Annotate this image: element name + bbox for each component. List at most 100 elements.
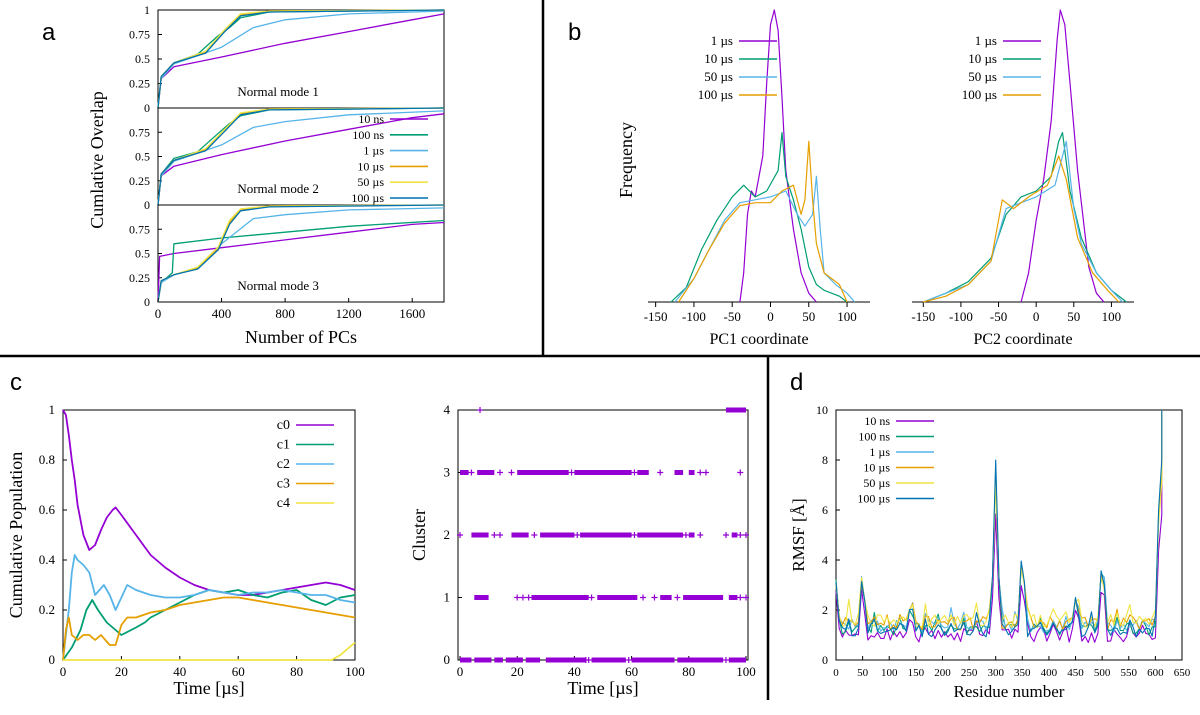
panel-d-xtick-label: 400 [1041, 667, 1058, 679]
panel-a-series-1-µs [157, 10, 445, 109]
panel-d-ytick-label: 2 [822, 603, 828, 617]
legend-label-a-0: 10 ns [358, 112, 384, 126]
panel-a-ytick-label: 0.5 [135, 247, 150, 261]
panel-b-xlabel: PC1 coordinate [709, 331, 808, 348]
panel-a-xtick-label: 800 [275, 306, 295, 321]
panel-d-xtick-label: 250 [961, 667, 978, 679]
cluster-3-point [737, 469, 744, 476]
panel-b-xtick-label: -150 [644, 309, 668, 324]
cluster-1-point [737, 594, 744, 601]
panel-d-xtick-label: 650 [1174, 667, 1191, 679]
panel-d-series-10-ns [835, 410, 1163, 644]
panel-d-xtick-label: 600 [1147, 667, 1164, 679]
cluster-1-point [525, 594, 532, 601]
panel-a-xtick-label: 1200 [336, 306, 362, 321]
cluster-1-point [588, 594, 595, 601]
panel-b-ylabel: Frequency [616, 122, 636, 198]
panel-b-series-10-µs [670, 132, 848, 303]
cluster-3-point [568, 469, 575, 476]
panel-b-series-1-µs [739, 9, 817, 303]
panel-b-series-50-µs [923, 140, 1124, 303]
legend-label-a-3: 10 µs [357, 159, 384, 173]
cluster-3-point [702, 469, 709, 476]
panel-c-cluster-xtick-label: 60 [625, 664, 638, 679]
panel-d-xtick-label: 0 [833, 667, 839, 679]
panel-c-xtick-label: 80 [290, 664, 303, 679]
cluster-2-point [491, 532, 498, 538]
cluster-2-point [497, 532, 504, 538]
panel-b-xtick-label: -50 [990, 309, 1007, 324]
panel-a-subplot-2: 0 0.25 0.5 0.75 Normal mode 2 [129, 107, 445, 212]
cluster-0-point [585, 657, 592, 663]
panel-c-cluster-ytick-label: 4 [444, 402, 451, 417]
cluster-1-point [514, 594, 521, 601]
cluster-3-point [631, 469, 638, 476]
panel-a-ytick-label: 0 [144, 101, 150, 115]
panel-d-ytick-label: 8 [822, 453, 828, 467]
legend-label-d-0: 10 ns [864, 414, 890, 428]
panel-d-xtick-label: 150 [908, 667, 925, 679]
panel-c-series-c1 [62, 589, 356, 661]
legend-label-b0-1: 10 µs [704, 51, 733, 66]
cluster-0-point [625, 657, 632, 663]
panel-a-xtick-label: 400 [212, 306, 232, 321]
panel-a: 0 0.25 0.5 0.75 1 Normal mode 1 0 0.25 0.5 0.75 No… [87, 3, 445, 347]
panel-d-ytick-label: 4 [822, 553, 828, 567]
cluster-3-point [657, 469, 664, 476]
panel-d-xtick-label: 300 [987, 667, 1004, 679]
legend-label-d-2: 1 µs [869, 445, 890, 459]
panel-b-series-100-µs [923, 155, 1120, 303]
panel-a-xlabel: Number of PCs [245, 327, 357, 347]
legend-label-b0-2: 50 µs [704, 69, 733, 84]
panel-b-xtick-label: 100 [837, 309, 857, 324]
panel-b-xtick-label: 0 [1033, 309, 1040, 324]
cluster-3-point [497, 469, 504, 476]
panel-b-xtick-label: 50 [802, 309, 815, 324]
panel-b-xtick-label: -50 [724, 309, 741, 324]
cluster-1-point [743, 594, 749, 601]
panel-d-xtick-label: 50 [857, 667, 869, 679]
legend-label-c-1: c1 [277, 438, 290, 453]
cluster-2-point [631, 532, 638, 538]
panel-a-ytick-label: 0.5 [135, 150, 150, 164]
legend-label-b1-2: 50 µs [968, 69, 997, 84]
panel-a-series-100-µs [157, 9, 445, 109]
panel-b-xtick-label: 100 [1102, 309, 1122, 324]
panel-c-cluster-ylabel: Cluster [409, 509, 429, 561]
panel-c-xtick-label: 100 [345, 664, 365, 679]
cluster-1-point [519, 594, 526, 601]
panel-c-ytick-label: 0.8 [39, 452, 55, 467]
cluster-1-point [651, 594, 658, 601]
panel-letter-a: a [42, 19, 56, 46]
cluster-2-point [743, 532, 749, 538]
panel-d-xtick-label: 550 [1121, 667, 1138, 679]
cluster-2-point [737, 532, 744, 538]
legend-label-a-5: 100 µs [351, 191, 384, 205]
panel-d-xtick-label: 100 [881, 667, 898, 679]
panel-a-ytick-label: 0.25 [129, 271, 150, 285]
legend-label-c-4: c4 [277, 496, 290, 511]
panel-a-ytick-label: 0.25 [129, 174, 150, 188]
panel-d-frame [835, 409, 1183, 661]
panel-a-annotation: Normal mode 1 [237, 84, 319, 99]
cluster-2-point [722, 532, 729, 538]
panel-c-xtick-label: 60 [232, 664, 245, 679]
panel-c-ytick-label: 0.2 [39, 602, 55, 617]
legend-label-a-1: 100 ns [352, 128, 384, 142]
cluster-3-point [508, 469, 515, 476]
legend-label-b1-0: 1 µs [975, 33, 997, 48]
panel-a-ytick-label: 0.75 [129, 125, 150, 139]
panel-d-xtick-label: 200 [934, 667, 951, 679]
panel-a-ylabel: Cumlative Overlap [87, 91, 107, 228]
legend-label-c-0: c0 [277, 418, 290, 433]
cluster-2-point [531, 532, 538, 538]
cluster-0-point [722, 657, 729, 663]
cluster-1-point [640, 594, 647, 601]
legend-label-b1-3: 100 µs [962, 87, 997, 102]
panel-c-ytick-label: 0.6 [39, 502, 56, 517]
legend-label-b0-3: 100 µs [698, 87, 733, 102]
panel-b-xlabel: PC2 coordinate [973, 331, 1072, 348]
panel-b-xtick-label: -100 [949, 309, 973, 324]
